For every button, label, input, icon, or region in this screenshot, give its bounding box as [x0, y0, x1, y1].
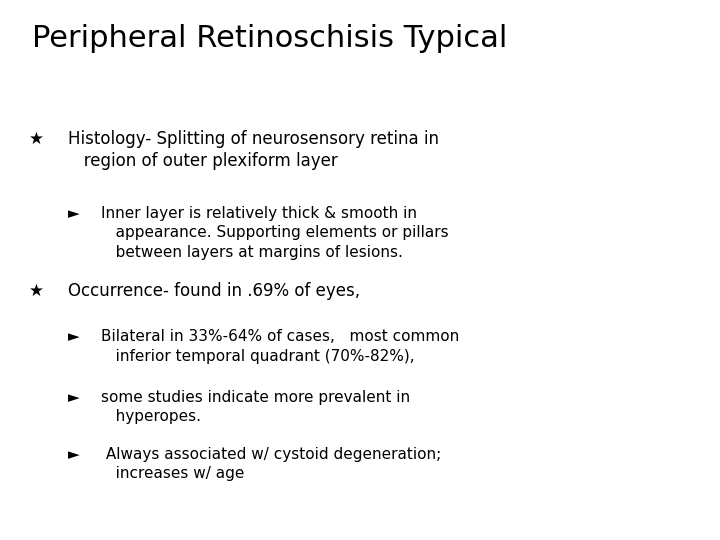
Text: ►: ► [68, 390, 80, 405]
Text: Bilateral in 33%-64% of cases,   most common
   inferior temporal quadrant (70%-: Bilateral in 33%-64% of cases, most comm… [101, 329, 459, 363]
Text: ★: ★ [29, 282, 44, 300]
Text: Inner layer is relatively thick & smooth in
   appearance. Supporting elements o: Inner layer is relatively thick & smooth… [101, 206, 449, 260]
Text: Occurrence- found in .69% of eyes,: Occurrence- found in .69% of eyes, [68, 282, 361, 300]
Text: some studies indicate more prevalent in
   hyperopes.: some studies indicate more prevalent in … [101, 390, 410, 424]
Text: ►: ► [68, 447, 80, 462]
Text: Always associated w/ cystoid degeneration;
   increases w/ age: Always associated w/ cystoid degeneratio… [101, 447, 441, 481]
Text: ►: ► [68, 329, 80, 345]
Text: Peripheral Retinoschisis Typical: Peripheral Retinoschisis Typical [32, 24, 508, 53]
Text: Histology- Splitting of neurosensory retina in
   region of outer plexiform laye: Histology- Splitting of neurosensory ret… [68, 130, 439, 171]
Text: ►: ► [68, 206, 80, 221]
Text: ★: ★ [29, 130, 44, 147]
